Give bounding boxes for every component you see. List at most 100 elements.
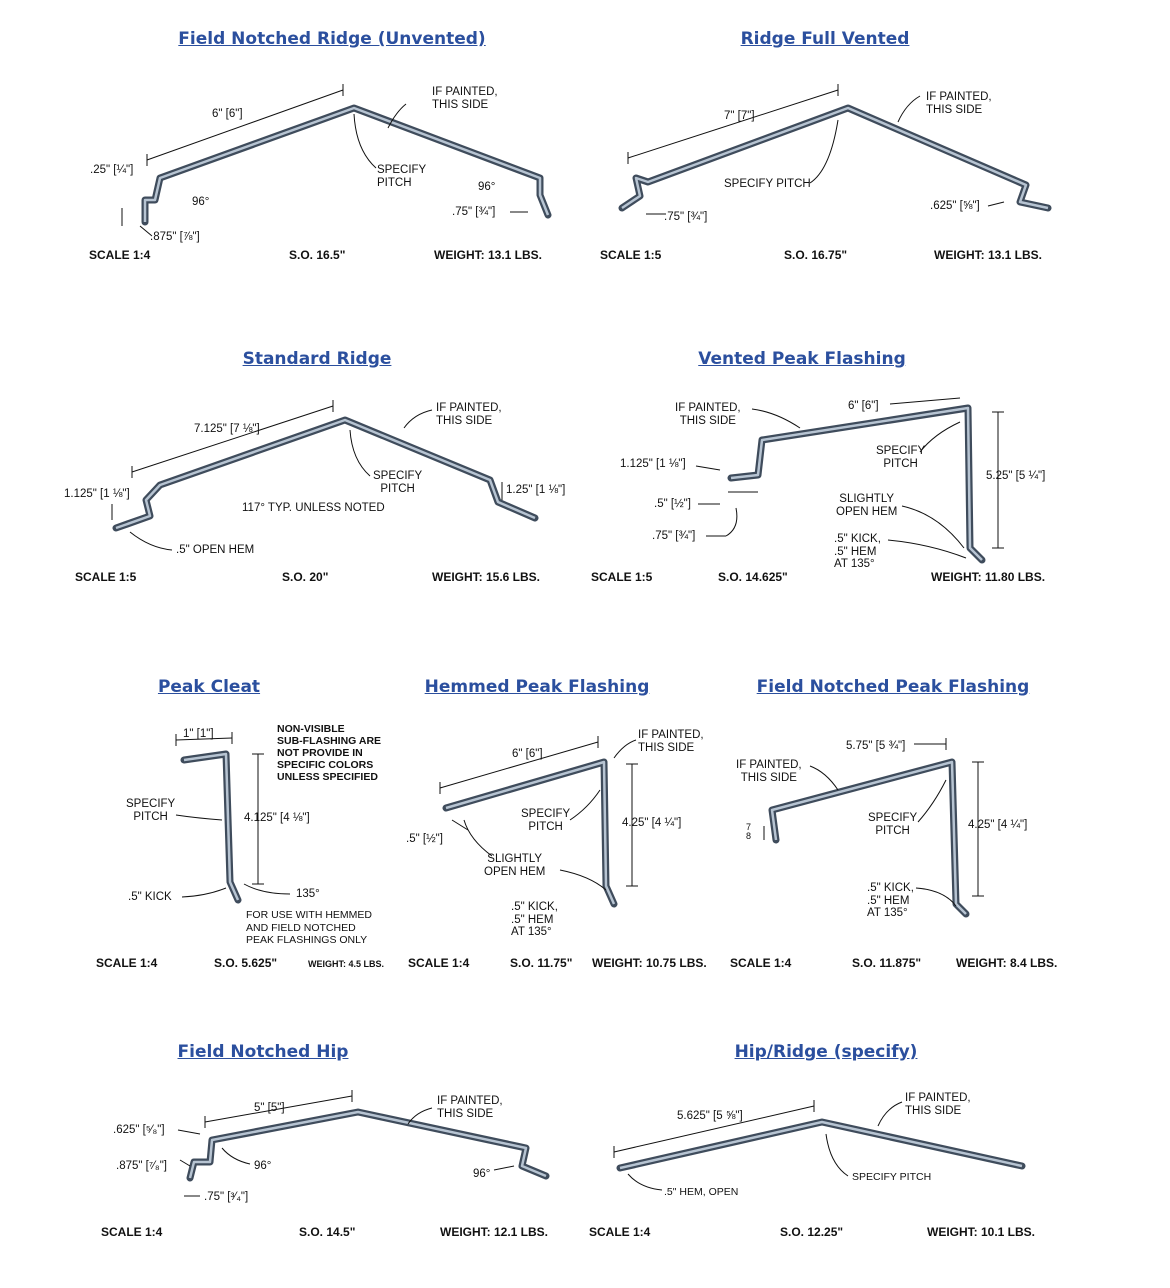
- label-dim-long: 5" [5"]: [254, 1102, 285, 1114]
- label-specify-pitch: SPECIFY PITCH: [852, 1171, 932, 1183]
- label-dim-long: 6" [6"]: [512, 748, 543, 760]
- label-angle: 135°: [296, 888, 320, 900]
- label-dim-three-quarter: .75" [¾"]: [652, 530, 696, 542]
- label-dim-half: .5" [½"]: [406, 833, 443, 845]
- title-standard-ridge: Standard Ridge: [242, 349, 392, 369]
- profile-field-notched-peak-flashing: [763, 738, 984, 918]
- label-dim-right: .625" [⅝"]: [930, 200, 980, 212]
- label-dim-top: 1" [1"]: [183, 728, 214, 740]
- profile-vented-peak-flashing: [695, 397, 1004, 564]
- footer-weight: WEIGHT: 10.75 LBS.: [592, 956, 707, 970]
- footer-so: S.O. 20": [282, 570, 329, 584]
- label-use-note: FOR USE WITH HEMMED AND FIELD NOTCHED PE…: [246, 909, 372, 946]
- label-dim-vertical: 4.25" [4 ¼"]: [622, 817, 682, 829]
- label-dim-left-hem: .75" [¾"]: [664, 211, 708, 223]
- footer-weight: WEIGHT: 4.5 LBS.: [308, 959, 385, 969]
- label-angle-left: 96°: [192, 196, 210, 208]
- label-dim-long: 6" [6"]: [212, 108, 243, 120]
- label-typ-angle: 117° TYP. UNLESS NOTED: [242, 502, 385, 514]
- profile-field-notched-ridge-unvented: [121, 84, 552, 237]
- profile-ridge-full-vented: [618, 84, 1052, 215]
- label-open-hem: SLIGHTLY OPEN HEM: [836, 493, 898, 518]
- footer-weight: WEIGHT: 15.6 LBS.: [432, 570, 541, 584]
- label-dim-half: .5" [½"]: [654, 498, 691, 510]
- label-dim-long: 7" [7"]: [724, 110, 755, 122]
- footer-weight: WEIGHT: 11.80 LBS.: [931, 570, 1046, 584]
- label-specify-pitch: SPECIFY PITCH: [724, 178, 811, 190]
- label-kick-hem: .5" KICK, .5" HEM AT 135°: [867, 882, 914, 919]
- label-if-painted: IF PAINTED, THIS SIDE: [736, 759, 802, 784]
- footer-scale: SCALE 1:4: [589, 1225, 651, 1239]
- label-dim-a: .625" [⁵⁄₈"]: [113, 1124, 165, 1136]
- label-kick-hem: .5" KICK, .5" HEM AT 135°: [834, 533, 881, 570]
- title-ridge-full-vented: Ridge Full Vented: [740, 29, 910, 49]
- footer-so: S.O. 5.625": [214, 956, 278, 970]
- footer-so: S.O. 11.875": [852, 956, 922, 970]
- label-specify-pitch: SPECIFY PITCH: [373, 470, 423, 495]
- label-dim-long: 7.125" [7 ⅛"]: [194, 423, 260, 435]
- label-non-visible-note: NON-VISIBLE SUB-FLASHING ARE NOT PROVIDE…: [277, 723, 382, 783]
- label-angle-right: 96°: [478, 181, 496, 193]
- footer-weight: WEIGHT: 13.1 LBS.: [934, 248, 1043, 262]
- footer-so: S.O. 12.25": [780, 1225, 844, 1239]
- label-dim-bottom: .875" [⅞"]: [150, 231, 200, 243]
- title-hip-ridge-specify: Hip/Ridge (specify): [734, 1042, 918, 1062]
- label-dim-vertical: 4.125" [4 ⅛"]: [244, 812, 310, 824]
- label-dim-long: 5.75" [5 ¾"]: [846, 740, 906, 752]
- footer-scale: SCALE 1:4: [101, 1225, 163, 1239]
- footer-scale: SCALE 1:5: [75, 570, 137, 584]
- label-if-painted: IF PAINTED, THIS SIDE: [436, 402, 502, 427]
- label-open-hem: SLIGHTLY OPEN HEM: [484, 853, 546, 878]
- footer-so: S.O. 11.75": [510, 956, 573, 970]
- label-if-painted: IF PAINTED, THIS SIDE: [675, 402, 741, 427]
- label-if-painted: IF PAINTED, THIS SIDE: [432, 86, 498, 111]
- label-dim-left-top: .25" [¼"]: [90, 164, 134, 176]
- label-dim-b: .875" [⁷⁄₈"]: [116, 1160, 167, 1172]
- footer-so: S.O. 14.5": [299, 1225, 356, 1239]
- label-dim-c: .75" [³⁄₄"]: [204, 1191, 249, 1203]
- label-dim-long: 5.625" [5 ⅝"]: [677, 1110, 743, 1122]
- label-hem-open: .5" HEM, OPEN: [664, 1186, 739, 1198]
- label-dim-vertical: 5.25" [5 ¼"]: [986, 470, 1046, 482]
- footer-weight: WEIGHT: 12.1 LBS.: [440, 1225, 549, 1239]
- footer-scale: SCALE 1:4: [96, 956, 158, 970]
- label-specify-pitch: SPECIFY PITCH: [126, 798, 176, 823]
- label-fraction: 7 8: [746, 822, 752, 841]
- label-kick-hem: .5" KICK, .5" HEM AT 135°: [511, 901, 558, 938]
- footer-so: S.O. 16.5": [289, 248, 346, 262]
- label-specify-pitch: SPECIFY PITCH: [377, 164, 427, 189]
- label-dim-left: 1.125" [1 ⅛"]: [64, 488, 130, 500]
- profile-field-notched-hip: [177, 1090, 550, 1197]
- label-dim-right-hem: .75" [¾"]: [452, 206, 496, 218]
- label-angle-left: 96°: [254, 1160, 272, 1172]
- profile-peak-cleat: [175, 732, 291, 904]
- profile-standard-ridge: [111, 400, 539, 551]
- label-specify-pitch: SPECIFY PITCH: [868, 812, 918, 837]
- label-if-painted: IF PAINTED, THIS SIDE: [905, 1092, 971, 1117]
- title-vented-peak-flashing: Vented Peak Flashing: [698, 349, 906, 369]
- footer-scale: SCALE 1:4: [730, 956, 792, 970]
- title-peak-cleat: Peak Cleat: [157, 677, 261, 697]
- footer-weight: WEIGHT: 13.1 LBS.: [434, 248, 543, 262]
- label-if-painted: IF PAINTED, THIS SIDE: [638, 729, 704, 754]
- footer-weight: WEIGHT: 10.1 LBS.: [927, 1225, 1036, 1239]
- label-if-painted: IF PAINTED, THIS SIDE: [926, 91, 992, 116]
- title-field-notched-ridge-unvented: Field Notched Ridge (Unvented): [178, 29, 486, 49]
- profile-hemmed-peak-flashing: [439, 736, 638, 908]
- label-dim-long: 6" [6"]: [848, 400, 879, 412]
- footer-so: S.O. 14.625": [718, 570, 788, 584]
- title-field-notched-peak-flashing: Field Notched Peak Flashing: [756, 677, 1030, 697]
- label-angle-right: 96°: [473, 1168, 491, 1180]
- label-dim-step: 1.125" [1 ⅛"]: [620, 458, 686, 470]
- footer-weight: WEIGHT: 8.4 LBS.: [956, 956, 1058, 970]
- footer-scale: SCALE 1:4: [408, 956, 470, 970]
- label-open-hem: .5" OPEN HEM: [176, 544, 255, 556]
- title-field-notched-hip: Field Notched Hip: [177, 1042, 349, 1062]
- footer-scale: SCALE 1:4: [89, 248, 151, 262]
- title-hemmed-peak-flashing: Hemmed Peak Flashing: [424, 677, 650, 697]
- label-kick: .5" KICK: [128, 891, 172, 903]
- label-specify-pitch: SPECIFY PITCH: [876, 445, 926, 470]
- label-if-painted: IF PAINTED, THIS SIDE: [437, 1095, 503, 1120]
- footer-scale: SCALE 1:5: [591, 570, 653, 584]
